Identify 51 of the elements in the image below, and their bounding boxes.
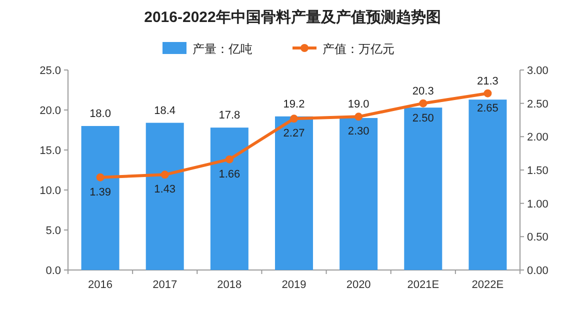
y-tick-label: 0.0: [46, 265, 61, 277]
x-tick-label: 2021E: [407, 279, 440, 291]
data-label: 1.66: [218, 168, 240, 180]
point: [354, 112, 363, 121]
y-tick-label: 20.0: [40, 105, 61, 117]
x-tick-label: 2020: [346, 279, 371, 291]
y2-tick-label: 0.00: [527, 265, 548, 277]
data-label: 19.2: [283, 98, 305, 110]
bar: [210, 128, 248, 270]
point: [160, 170, 169, 179]
data-label: 1.39: [90, 186, 111, 198]
data-label: 2.27: [283, 128, 305, 140]
y2-tick-label: 3.00: [527, 65, 548, 77]
point: [225, 155, 234, 164]
x-tick-label: 2016: [88, 279, 113, 291]
x-tick-label: 2022E: [472, 279, 504, 291]
bar: [146, 122, 184, 270]
y2-tick-label: 2.00: [527, 132, 548, 144]
data-label: 20.3: [412, 85, 434, 98]
point: [290, 114, 298, 123]
y2-tick-label: 0.50: [527, 232, 548, 244]
y-tick-label: 5.0: [46, 225, 61, 237]
bar: [81, 126, 120, 270]
x-tick-label: 2019: [282, 279, 306, 291]
data-label: 2.30: [348, 126, 370, 138]
chart-title: 2016-2022年中国骨料产量及产值预测趋势图: [144, 9, 441, 26]
y2-tick-label: 2.50: [527, 98, 548, 110]
data-label: 21.3: [477, 75, 498, 88]
y-tick-label: 10.0: [40, 185, 61, 197]
x-tick-label: 2018: [217, 279, 242, 291]
legend-label: 产值：万亿元: [322, 42, 394, 56]
y-tick-label: 25.0: [40, 65, 61, 77]
data-label: 19.0: [348, 98, 370, 111]
data-label: 18.0: [90, 108, 111, 120]
data-label: 18.4: [154, 104, 176, 117]
point: [96, 173, 104, 182]
legend-label: 产量：亿吨: [192, 42, 252, 56]
bar: [468, 100, 507, 270]
data-label: 1.43: [154, 184, 176, 196]
y2-tick-label: 1.50: [527, 165, 548, 177]
y-tick-label: 15.0: [40, 145, 61, 157]
bar: [404, 108, 442, 270]
point: [484, 89, 492, 98]
point: [419, 99, 428, 108]
data-label: 2.50: [412, 112, 434, 124]
bar: [340, 118, 378, 270]
data-label: 2.65: [477, 102, 498, 114]
x-tick-label: 2017: [152, 279, 178, 291]
y2-tick-label: 1.00: [527, 198, 548, 210]
bar: [275, 116, 313, 270]
data-label: 17.8: [218, 110, 240, 122]
